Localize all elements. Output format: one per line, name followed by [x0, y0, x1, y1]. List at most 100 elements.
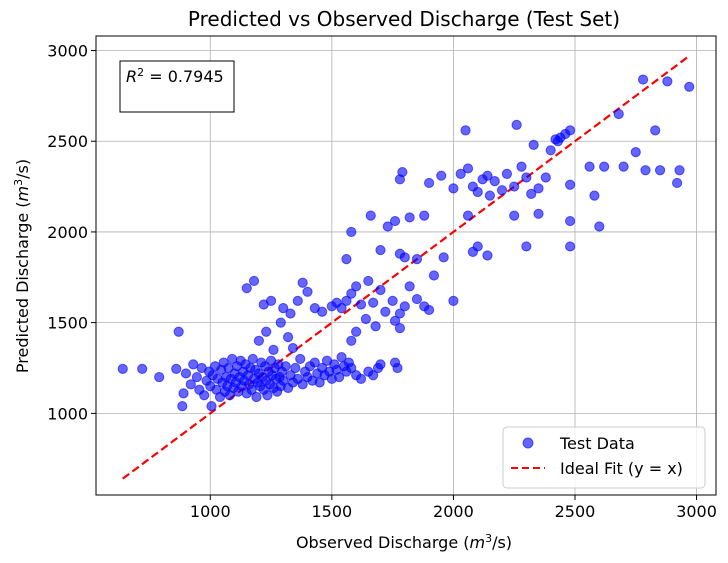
data-point [368, 370, 379, 381]
data-point [380, 306, 391, 317]
data-point [472, 186, 483, 198]
data-point [278, 303, 289, 314]
ideal-fit-layer [122, 55, 690, 480]
scatter-points [117, 74, 695, 412]
data-point [346, 226, 357, 238]
data-point [275, 317, 286, 328]
data-point [246, 384, 257, 395]
data-point [206, 401, 217, 412]
y-tick-label: 3000 [47, 42, 88, 61]
data-point [389, 315, 401, 326]
plot-frame [95, 35, 717, 496]
data-point [501, 168, 513, 179]
data-point [278, 375, 289, 386]
data-point [137, 363, 148, 375]
data-point [389, 215, 401, 227]
data-point [247, 353, 258, 365]
data-point [671, 177, 683, 189]
data-point [188, 359, 199, 370]
data-point [516, 161, 527, 172]
data-point [462, 163, 474, 174]
data-point [346, 288, 357, 299]
data-point [292, 295, 303, 306]
data-point [545, 145, 556, 156]
legend-box [502, 426, 706, 489]
x-tick-label: 2000 [433, 502, 474, 521]
data-point [370, 321, 381, 332]
data-point [448, 183, 459, 194]
legend-scatter-marker [522, 437, 534, 449]
data-point [460, 125, 471, 136]
data-point [282, 332, 294, 343]
data-point [173, 326, 184, 337]
data-point [375, 284, 386, 296]
data-point [191, 371, 203, 383]
data-point [253, 335, 265, 346]
data-point [594, 221, 605, 232]
data-point [613, 108, 624, 120]
data-point [317, 306, 328, 317]
data-point [261, 326, 272, 337]
data-point [654, 165, 666, 176]
data-point [280, 361, 291, 372]
data-point [171, 363, 182, 375]
data-point [565, 125, 576, 136]
data-point [365, 210, 376, 221]
data-point [351, 326, 362, 337]
data-point [290, 362, 301, 374]
data-point [674, 165, 685, 176]
y-tick-label: 2000 [47, 223, 88, 242]
data-point [404, 212, 415, 223]
data-point [199, 390, 210, 401]
data-point [180, 368, 192, 379]
data-point [423, 177, 435, 189]
data-point [509, 210, 520, 221]
x-tick-label: 2500 [555, 502, 596, 521]
data-point [394, 322, 406, 334]
data-point [650, 125, 661, 136]
data-point [387, 295, 398, 306]
data-point [428, 270, 440, 281]
data-point [528, 139, 539, 150]
y-tick-label: 1500 [47, 314, 88, 333]
data-point [375, 244, 386, 256]
data-point [334, 371, 345, 383]
data-point [533, 183, 544, 194]
data-point [382, 221, 393, 232]
data-point [394, 308, 406, 319]
data-point [482, 170, 493, 181]
data-point [419, 210, 430, 221]
data-point [154, 371, 165, 383]
data-point [404, 281, 415, 292]
data-point [341, 254, 352, 265]
grid-lines [96, 36, 716, 495]
data-point [336, 303, 347, 314]
data-point [297, 379, 308, 390]
y-tick-label: 1000 [47, 404, 88, 423]
data-point [684, 81, 695, 92]
x-tick-label: 1500 [311, 502, 352, 521]
data-point [363, 275, 374, 287]
data-point [637, 74, 649, 85]
x-tick-label: 1000 [190, 502, 231, 521]
data-point [565, 215, 576, 227]
annotation-box [119, 60, 235, 113]
data-point [484, 190, 495, 201]
y-axis-title: Predicted Discharge (m3/s) [12, 159, 33, 373]
data-point [297, 277, 308, 288]
r2-annotation: R2 = 0.7945 [119, 60, 235, 113]
data-point [351, 281, 362, 292]
data-point [392, 362, 403, 374]
data-point [521, 172, 532, 183]
ideal-fit-line [122, 55, 690, 480]
data-point [368, 297, 379, 308]
data-point [455, 168, 466, 179]
data-point [618, 161, 629, 172]
data-point [285, 308, 296, 319]
y-tick-label: 2500 [47, 132, 88, 151]
data-point [565, 179, 576, 190]
data-point [346, 335, 357, 346]
data-point [448, 295, 459, 306]
data-point [489, 176, 500, 187]
